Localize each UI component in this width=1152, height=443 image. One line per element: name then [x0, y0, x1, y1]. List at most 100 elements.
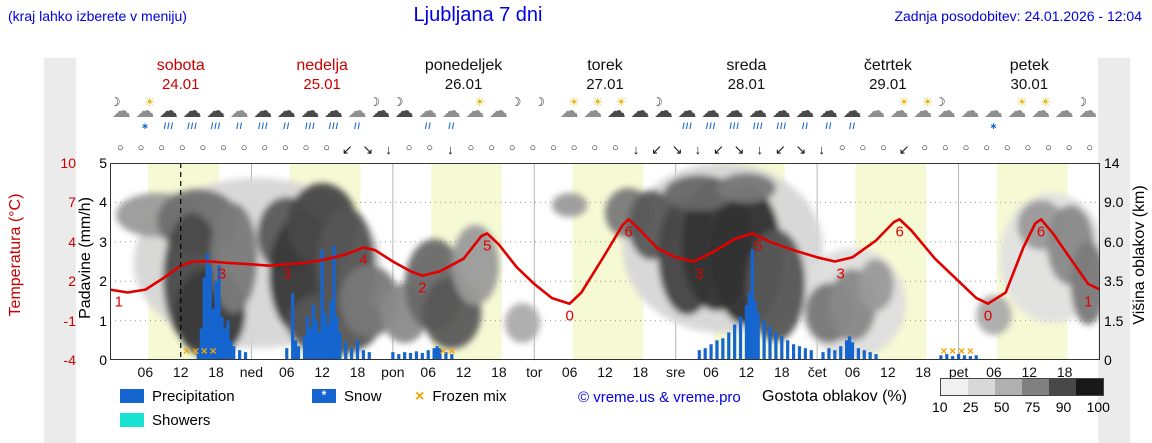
calm-wind-icon: ○ — [962, 142, 970, 154]
weather-icon: ☁/// — [251, 98, 275, 138]
cloud-icon: ☁ — [960, 101, 980, 122]
precip-glyph: /// — [705, 121, 717, 131]
day-date: 25.01 — [303, 76, 341, 93]
svg-text:6: 6 — [1037, 223, 1045, 240]
cloud-icon: ☁ — [488, 101, 508, 122]
cloud-icon: ☁ — [559, 101, 579, 122]
weather-icon: ☁/// — [676, 98, 700, 138]
day-date: 27.01 — [586, 76, 624, 93]
cloud-height-tick: 1.5 — [1104, 312, 1124, 329]
sun-icon: ☀ — [1040, 95, 1051, 109]
weather-icon: ☽ ☁ — [652, 95, 676, 138]
calm-wind-icon: ○ — [1024, 142, 1032, 154]
weather-icon: ☁// — [416, 98, 440, 138]
cloud-icon: ☁ — [653, 101, 673, 122]
cloud-icon: ☁ — [229, 101, 249, 122]
gradient-tick: 90 — [1055, 399, 1072, 415]
precip-glyph: /// — [752, 121, 764, 131]
svg-text:4: 4 — [359, 251, 367, 268]
cloud-icon: ☁ — [418, 101, 438, 122]
precip-glyph: // — [825, 121, 833, 131]
sun-icon: ☀ — [474, 95, 486, 109]
calm-wind-icon: ○ — [983, 142, 990, 154]
wind-barb-icon: ↓ — [756, 142, 763, 157]
temperature-tick: -4 — [63, 352, 76, 368]
cloud-icon: ☁ — [276, 101, 296, 122]
calm-wind-icon: ○ — [281, 142, 289, 154]
sun-icon: ☀ — [568, 95, 580, 109]
calm-wind-icon: ○ — [880, 142, 887, 154]
cloud-icon: ☁ — [842, 101, 862, 122]
precip-glyph: /// — [163, 121, 175, 131]
weather-icon: ☀ ☁ ∗ — [133, 95, 157, 138]
cloud-icon: ☁ — [630, 101, 650, 122]
weather-icon: ☁/// — [322, 98, 346, 138]
page-title: Ljubljana 7 dni — [413, 4, 543, 26]
svg-text:3: 3 — [283, 266, 291, 283]
moon-icon: ☽ — [1076, 95, 1087, 109]
weather-icon: ☁// — [346, 98, 370, 138]
time-tick-label: 06 — [844, 364, 861, 380]
calm-wind-icon: ○ — [426, 142, 434, 154]
precip-glyph: /// — [210, 121, 222, 131]
svg-text:×: × — [192, 344, 199, 358]
svg-text:3: 3 — [695, 266, 703, 283]
precipitation-label: Precipitation — [152, 388, 235, 405]
calm-wind-icon: ○ — [611, 142, 619, 154]
temperature-tick: 2 — [68, 273, 76, 290]
weather-icon: ☁/// — [723, 98, 747, 138]
precip-glyph: // — [801, 121, 809, 131]
time-tick-label: 12 — [455, 364, 472, 380]
calm-wind-icon: ○ — [570, 142, 578, 154]
svg-text:2: 2 — [418, 280, 426, 297]
weather-icon: ☁ — [958, 98, 982, 138]
cloud-icon: ☁ — [583, 101, 603, 122]
calm-wind-icon: ○ — [240, 142, 248, 154]
svg-text:6: 6 — [624, 223, 632, 240]
cloud-icon: ☁ — [1078, 101, 1098, 122]
weather-icon: ☀ ☁ — [888, 95, 912, 138]
precip-glyph: /// — [729, 121, 740, 131]
day-header: sreda 28.01 — [676, 56, 817, 94]
calm-wind-icon: ○ — [941, 142, 949, 154]
calm-wind-icon: ○ — [261, 142, 269, 154]
calm-wind-icon: ○ — [137, 142, 145, 154]
wind-barb-icon: ↘ — [795, 142, 807, 157]
frozen-mix-label: Frozen mix — [432, 388, 507, 405]
day-name: petek — [1009, 57, 1049, 74]
cloud-icon: ☁ — [983, 101, 1003, 122]
time-tick-label: 12 — [314, 364, 330, 380]
calm-wind-icon: ○ — [529, 142, 537, 154]
precip-glyph: // — [236, 121, 244, 131]
cloud-icon: ☁ — [677, 101, 697, 122]
gradient-tick: 50 — [993, 399, 1010, 415]
svg-text:×: × — [949, 344, 956, 358]
weather-icon: ☁// — [817, 98, 841, 138]
temperature-tick: 10 — [60, 155, 76, 171]
credit-link[interactable]: © vreme.us & vreme.pro — [578, 389, 741, 406]
calm-wind-icon: ○ — [178, 142, 186, 154]
cloud-icon: ☁ — [347, 101, 367, 122]
cloud-icon: ☁ — [158, 101, 178, 122]
cloud-icon: ☁ — [748, 101, 768, 122]
calm-wind-icon: ○ — [838, 142, 846, 154]
day-header: ponedeljek 26.01 — [393, 56, 534, 94]
weather-icon: ☁// — [440, 98, 464, 138]
time-tick-label: sre — [665, 364, 686, 380]
showers-swatch — [120, 413, 144, 427]
cloud-icon: ☁ — [323, 101, 343, 122]
cloud-icon: ☁ — [371, 101, 391, 122]
weather-icon: ☁/// — [770, 98, 794, 138]
svg-text:×: × — [439, 344, 446, 358]
calm-wind-icon: ○ — [550, 142, 557, 154]
day-header: sobota 24.01 — [110, 56, 251, 94]
time-tick-label: 12 — [880, 364, 896, 380]
cloud-icon: ☁ — [724, 101, 744, 122]
weather-icon: ☁ — [487, 98, 511, 138]
cloud-density-label: Gostota oblakov (%) — [762, 388, 907, 405]
cloud-icon: ☁ — [795, 101, 815, 122]
sun-icon: ☀ — [592, 95, 603, 109]
day-name: nedelja — [296, 57, 348, 74]
precipitation-tick: 3 — [99, 233, 107, 250]
calm-wind-icon: ○ — [467, 142, 475, 154]
